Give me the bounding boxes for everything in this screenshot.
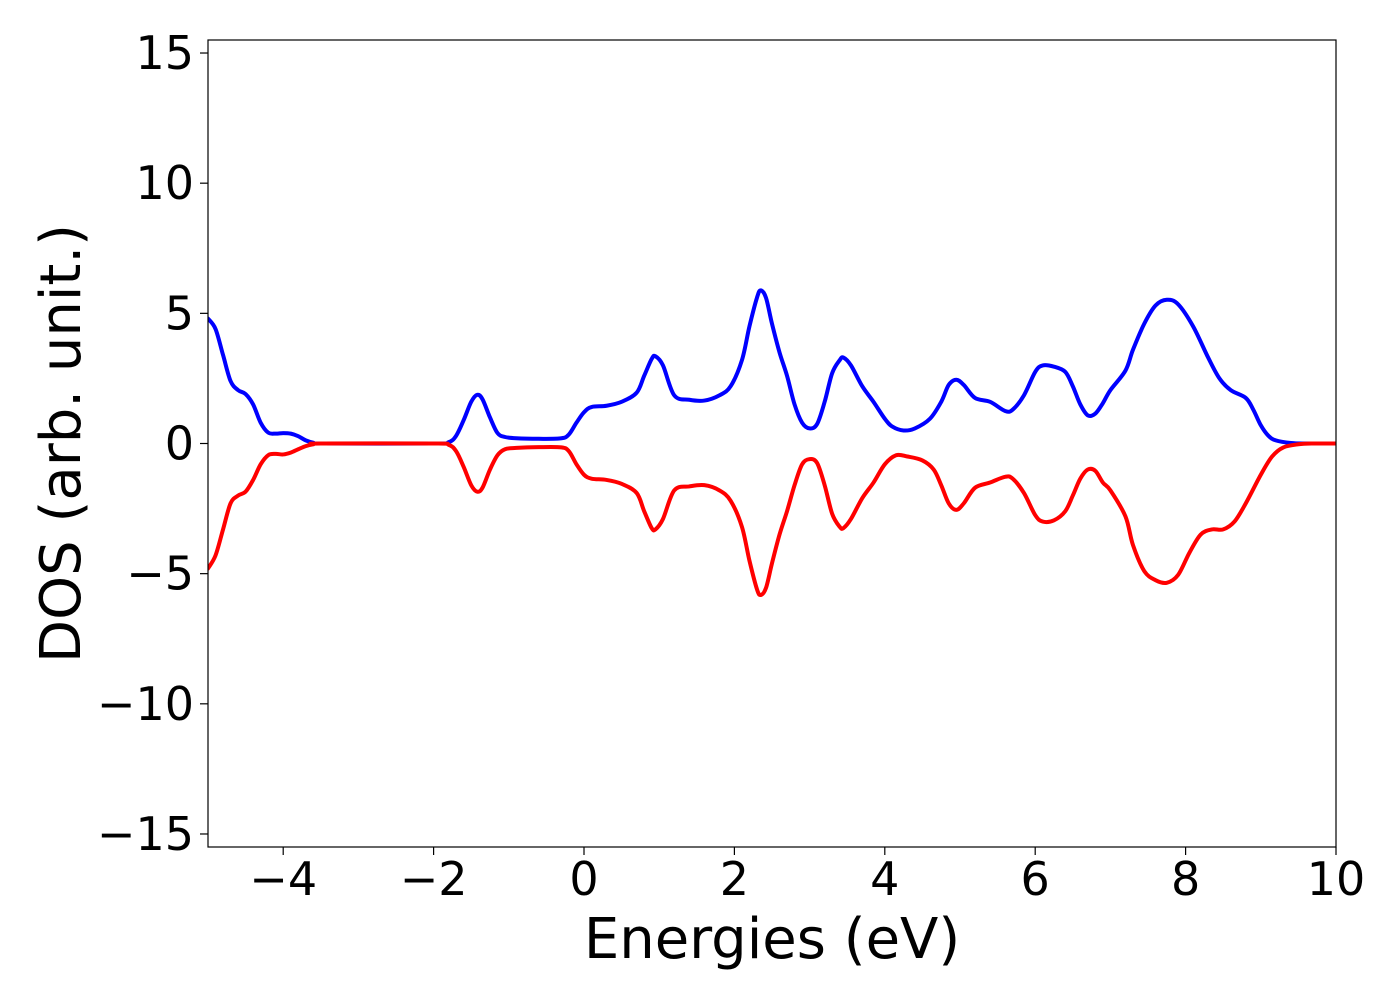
y-tick-label: 15 xyxy=(135,26,194,80)
x-tick-label: 8 xyxy=(1171,852,1200,906)
x-tick-label: −4 xyxy=(249,852,317,906)
x-axis-label: Energies (eV) xyxy=(584,907,960,972)
y-axis-ticks: −15 −10 −5 0 5 10 15 xyxy=(97,26,208,861)
x-tick-label: 6 xyxy=(1021,852,1050,906)
y-tick-label: −10 xyxy=(97,677,194,731)
x-tick-label: 4 xyxy=(870,852,899,906)
dos-series-line-2 xyxy=(208,441,1336,598)
x-tick-label: 10 xyxy=(1307,852,1366,906)
x-axis-ticks: −4 −2 0 2 4 6 8 10 xyxy=(249,847,1365,906)
plot-lines xyxy=(208,288,1336,598)
y-axis-label: DOS (arb. unit.) xyxy=(29,224,94,663)
y-tick-label: 5 xyxy=(165,286,194,340)
y-tick-label: 10 xyxy=(135,156,194,210)
y-tick-label: −5 xyxy=(126,547,194,601)
x-tick-label: 2 xyxy=(720,852,749,906)
x-tick-label: −2 xyxy=(400,852,468,906)
y-tick-label: −15 xyxy=(97,807,194,861)
dos-series-line-1 xyxy=(208,288,1336,446)
x-tick-label: 0 xyxy=(569,852,598,906)
y-tick-label: 0 xyxy=(165,417,194,471)
